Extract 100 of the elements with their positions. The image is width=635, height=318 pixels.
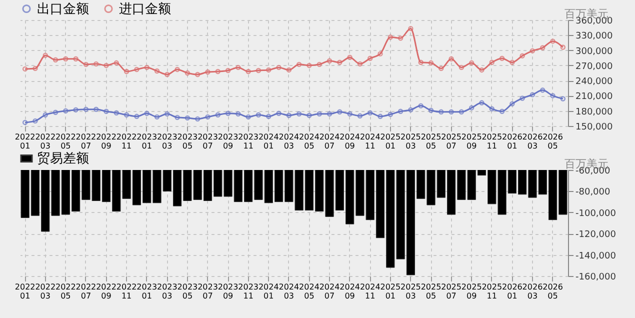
y-tick-label: 180,000 bbox=[576, 107, 613, 118]
point bbox=[63, 56, 68, 62]
point bbox=[368, 56, 373, 61]
point bbox=[266, 67, 272, 73]
point bbox=[448, 109, 454, 114]
point bbox=[42, 52, 48, 58]
point bbox=[479, 100, 484, 106]
x-tick-label: 2024 07 bbox=[319, 282, 340, 300]
point bbox=[144, 110, 150, 116]
x-tick-label: 2024 07 bbox=[319, 132, 340, 150]
point bbox=[32, 118, 38, 124]
point bbox=[256, 112, 262, 118]
point bbox=[520, 96, 525, 101]
point bbox=[154, 114, 160, 120]
x-tick-label: 2026 05 bbox=[542, 132, 563, 150]
point bbox=[246, 114, 251, 120]
point bbox=[114, 110, 120, 116]
point bbox=[530, 92, 536, 98]
point bbox=[144, 64, 150, 70]
x-tick-label: 2023 05 bbox=[177, 282, 198, 300]
y-tick-label: 150,000 bbox=[576, 122, 613, 132]
point bbox=[266, 114, 272, 120]
point bbox=[83, 62, 89, 68]
point bbox=[184, 70, 190, 76]
point bbox=[448, 56, 454, 62]
point bbox=[276, 64, 282, 70]
x-tick-label: 2023 07 bbox=[198, 282, 218, 300]
legend-label: 进口金额 bbox=[119, 2, 171, 17]
x-tick-label: 2026 03 bbox=[522, 282, 543, 300]
point bbox=[286, 67, 292, 73]
point bbox=[408, 26, 414, 32]
point bbox=[63, 108, 68, 114]
point bbox=[337, 109, 342, 114]
point bbox=[499, 56, 505, 61]
x-tick-label: 2022 05 bbox=[55, 282, 76, 300]
point bbox=[225, 68, 231, 74]
point bbox=[164, 111, 170, 116]
y-tick-label: -160,000 bbox=[576, 272, 616, 282]
point bbox=[499, 108, 505, 114]
point bbox=[550, 38, 556, 44]
point bbox=[408, 107, 414, 112]
x-tick-label: 2022 03 bbox=[35, 132, 56, 150]
legend-label: 出口金额 bbox=[37, 2, 89, 17]
point bbox=[510, 101, 515, 106]
x-tick-label: 2023 03 bbox=[156, 282, 178, 300]
x-tick-label: 2024 03 bbox=[278, 282, 300, 300]
x-tick-label: 2022 09 bbox=[96, 282, 116, 300]
y-tick-label: 240,000 bbox=[576, 77, 613, 88]
point bbox=[438, 66, 444, 72]
point bbox=[194, 116, 200, 122]
point bbox=[154, 68, 160, 74]
point bbox=[489, 106, 494, 112]
x-tick-label: 2025 01 bbox=[380, 282, 401, 300]
point bbox=[530, 48, 536, 54]
point bbox=[73, 107, 78, 112]
point bbox=[306, 112, 312, 118]
x-tick-label: 2024 05 bbox=[299, 282, 320, 300]
x-tick-label: 2025 07 bbox=[441, 282, 462, 300]
point bbox=[428, 108, 434, 113]
point bbox=[83, 106, 89, 112]
point bbox=[357, 113, 363, 118]
x-tick-label: 2025 11 bbox=[482, 132, 502, 150]
point bbox=[124, 68, 130, 74]
y-tick-label: 360,000 bbox=[576, 16, 613, 26]
point bbox=[398, 36, 404, 41]
point bbox=[326, 58, 332, 64]
point bbox=[52, 110, 58, 115]
point bbox=[205, 114, 210, 120]
point bbox=[134, 114, 140, 120]
x-tick-label: 2024 05 bbox=[299, 132, 320, 150]
point bbox=[286, 112, 292, 118]
point bbox=[326, 111, 332, 116]
x-tick-label: 2023 05 bbox=[177, 132, 198, 150]
point bbox=[458, 109, 464, 114]
point bbox=[337, 60, 342, 65]
point bbox=[225, 110, 231, 116]
point bbox=[540, 88, 546, 93]
x-tick-label: 2025 09 bbox=[461, 132, 482, 150]
x-tick-label: 2023 01 bbox=[136, 282, 158, 300]
x-tick-label: 2024 03 bbox=[278, 132, 300, 150]
point bbox=[398, 108, 404, 114]
point bbox=[540, 45, 546, 50]
x-tick-label: 2022 09 bbox=[96, 132, 116, 150]
point bbox=[510, 60, 515, 65]
point bbox=[94, 61, 99, 67]
x-tick-label: 2023 01 bbox=[136, 132, 158, 150]
y-tick-label: 270,000 bbox=[576, 62, 613, 72]
point bbox=[296, 62, 302, 68]
x-tick-label: 2022 03 bbox=[35, 282, 56, 300]
point bbox=[205, 69, 210, 75]
x-tick-label: 2024 01 bbox=[258, 282, 279, 300]
point bbox=[428, 60, 434, 66]
point bbox=[388, 34, 394, 40]
point bbox=[134, 66, 140, 72]
point bbox=[418, 103, 424, 108]
point bbox=[236, 111, 241, 116]
x-tick-label: 2023 07 bbox=[198, 132, 218, 150]
point bbox=[388, 112, 394, 117]
x-tick-label: 2023 09 bbox=[218, 282, 238, 300]
point bbox=[378, 51, 383, 56]
